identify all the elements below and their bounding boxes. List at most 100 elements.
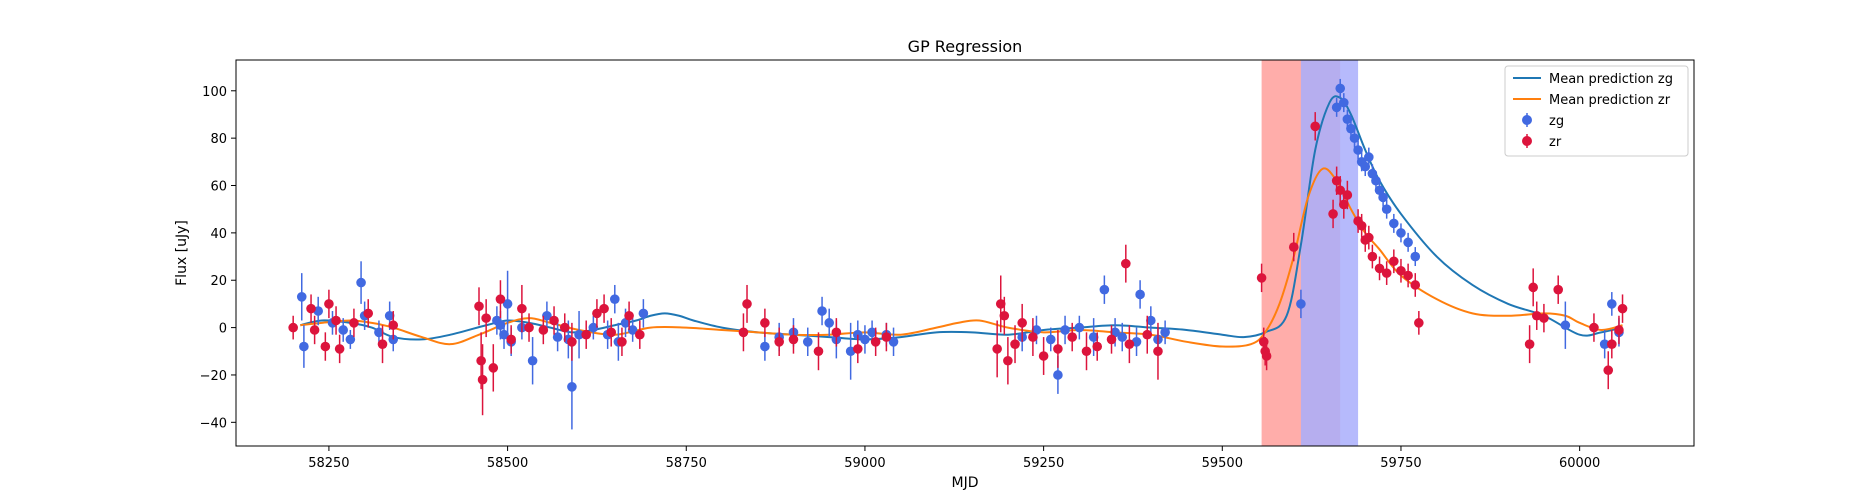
data-point-zr [331,315,341,326]
data-point-zr [538,325,549,335]
data-point-zr [1142,329,1153,340]
data-point-zg [817,306,827,316]
data-point-zr [1028,332,1038,342]
data-point-zr [388,320,399,331]
data-point-zg [542,310,552,321]
y-tick-label: 20 [210,274,227,289]
data-point-zr [624,310,634,321]
data-point-zg [638,308,649,319]
data-point-zr [995,299,1006,309]
data-point-zr [1328,209,1338,219]
data-point-zr [1310,121,1321,132]
data-point-zr [1603,365,1614,376]
data-point-zr [999,310,1010,321]
data-point-zg [1403,237,1413,248]
data-point-zr [1256,273,1267,283]
data-point-zr [881,332,892,342]
legend: Mean prediction zg Mean prediction zr zg… [1504,65,1689,157]
data-point-zr [1396,265,1406,276]
x-tick-label: 59750 [1380,456,1421,471]
data-point-zr [1617,303,1628,314]
x-axis-label: MJD [952,475,979,491]
data-point-zr [1067,332,1078,342]
data-point-zr [581,329,592,340]
data-point-zg [374,327,384,338]
data-point-zg [1364,152,1374,162]
data-point-zg [1074,322,1085,333]
data-point-zr [1528,282,1538,293]
data-point-zg [1378,192,1388,203]
y-tick-label: 0 [219,322,227,337]
data-point-zg [1117,332,1128,342]
data-point-zr [1003,355,1013,366]
data-point-zr [334,344,345,354]
y-axis-label: Flux [uJy] [174,220,190,286]
data-point-zg [1031,325,1042,335]
data-point-zg [1045,334,1056,345]
data-point-zg [552,332,563,342]
data-point-zg [1346,123,1356,134]
data-point-zg [1410,251,1421,262]
data-point-zr [524,322,534,333]
data-point-zg [1335,83,1346,94]
data-point-zg [1146,315,1156,326]
data-point-zr [1374,263,1385,274]
prediction-lines [300,95,1623,348]
y-tick-label: 40 [210,227,227,242]
x-tick-label: 60000 [1559,456,1600,471]
data-point-zg [1331,102,1342,113]
data-point-zg [296,292,307,302]
y-tick-label: −40 [200,416,227,431]
data-point-zr [774,337,784,347]
data-point-zr [1524,339,1535,349]
data-point-zr [309,325,320,335]
x-tick-label: 58750 [666,456,707,471]
data-point-zg [1360,161,1371,172]
data-point-zg [1338,97,1349,108]
data-point-zr [1038,351,1049,361]
data-point-zr [788,334,799,345]
data-point-zg [1381,204,1392,214]
y-tick-label: 100 [202,85,227,100]
data-point-zr [377,339,388,349]
data-point-zr [1342,190,1353,200]
data-point-zg [867,327,877,338]
data-point-zr [324,299,334,309]
data-point-zg [860,334,870,345]
legend-label-zg: zg [1549,114,1564,129]
data-point-zr [288,322,298,333]
mean-prediction-line-0 [300,95,1623,341]
data-point-zr [831,327,842,338]
data-point-zg [356,277,366,288]
data-point-zr [567,337,577,347]
x-tick-label: 58500 [487,456,528,471]
data-point-zg [1374,185,1385,196]
data-point-zr [1403,270,1413,281]
data-point-zg [1088,332,1099,342]
data-point-zr [1389,256,1399,267]
plot-frame [235,59,1695,447]
data-point-zr [506,334,516,345]
data-point-zr [1010,339,1020,349]
legend-box [1504,65,1689,157]
data-point-zg [574,329,584,340]
data-point-zr [606,327,617,338]
data-point-zr [549,315,559,326]
data-point-zg [495,320,506,331]
y-tick-label: −20 [200,369,227,384]
data-point-zr [1553,284,1564,295]
data-point-zr [1106,334,1117,345]
data-point-zr [1124,339,1135,349]
data-point-zg [1160,327,1170,338]
data-point-zr [1053,344,1063,354]
data-point-zg [1099,284,1110,295]
data-point-zr [1081,346,1092,357]
data-point-zg [1349,133,1360,143]
data-point-zg [384,310,395,321]
data-point-zg [588,322,599,333]
data-point-zg [502,299,513,309]
data-point-zg [1060,325,1070,335]
data-point-zr [617,337,627,347]
y-axis-ticks: −40 −20 0 20 40 60 80 100 [200,85,236,431]
data-point-zg [345,334,356,345]
